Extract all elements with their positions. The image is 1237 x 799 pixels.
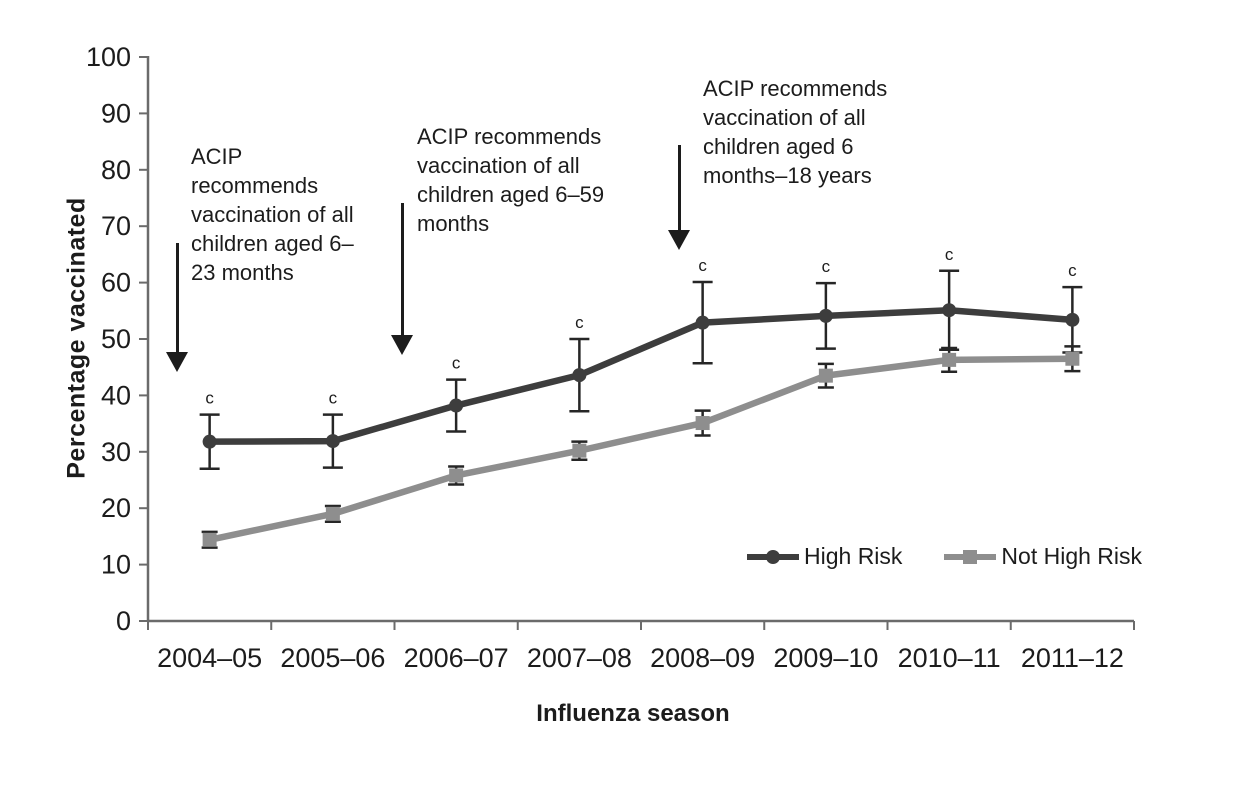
arrow-head-icon	[166, 352, 188, 372]
y-tick-label: 50	[101, 324, 131, 354]
legend-label-high-risk: High Risk	[804, 543, 903, 569]
data-point-high-risk	[818, 308, 833, 323]
arrow-head-icon	[668, 230, 690, 250]
sig-label: c	[945, 245, 954, 264]
data-point-not-high-risk	[202, 532, 217, 547]
data-point-not-high-risk	[1065, 351, 1080, 366]
x-tick-label: 2006–07	[404, 643, 509, 673]
y-tick-label: 60	[101, 268, 131, 298]
data-point-not-high-risk	[325, 506, 340, 521]
x-tick-label: 2007–08	[527, 643, 632, 673]
legend-label-not-high-risk: Not High Risk	[1001, 543, 1143, 569]
sig-label: c	[698, 256, 707, 275]
x-axis-title: Influenza season	[536, 700, 730, 727]
y-tick-label: 10	[101, 550, 131, 580]
sig-label: c	[575, 313, 584, 332]
high-risk-line-circle-marker-icon	[747, 549, 799, 564]
y-tick-label: 0	[116, 606, 131, 636]
data-point-not-high-risk	[695, 416, 710, 431]
arrow-shaft	[678, 145, 681, 231]
y-tick-label: 80	[101, 155, 131, 185]
y-tick-label: 70	[101, 211, 131, 241]
data-point-high-risk	[695, 315, 710, 330]
sig-label: c	[329, 389, 338, 408]
legend-item-not-high-risk: Not High Risk	[942, 543, 1142, 570]
annotation-acip-6-59-months: ACIP recommends vaccination of all child…	[417, 124, 605, 236]
data-point-not-high-risk	[942, 352, 957, 367]
y-tick-label: 20	[101, 493, 131, 523]
data-point-high-risk	[942, 303, 957, 318]
data-point-high-risk	[572, 368, 587, 383]
y-tick-label: 100	[86, 42, 131, 72]
sig-label: c	[1068, 261, 1077, 280]
x-tick-label: 2005–06	[280, 643, 385, 673]
data-point-not-high-risk	[818, 368, 833, 383]
y-tick-label: 90	[101, 98, 131, 128]
legend-item-high-risk: High Risk	[745, 543, 902, 570]
sig-label: c	[452, 354, 461, 373]
x-tick-label: 2009–10	[773, 643, 878, 673]
sig-label: c	[205, 389, 214, 408]
data-point-not-high-risk	[572, 443, 587, 458]
sig-label: c	[822, 257, 831, 276]
arrow-head-icon	[391, 335, 413, 355]
annotation-acip-6mo-18yr: ACIP recommends vaccination of all child…	[703, 76, 888, 188]
annotation-acip-6-23-months: ACIP recommends vaccination of all child…	[191, 144, 354, 285]
data-point-not-high-risk	[449, 468, 464, 483]
y-tick-label: 30	[101, 437, 131, 467]
x-tick-label: 2010–11	[898, 643, 1001, 673]
data-point-high-risk	[325, 434, 340, 449]
y-tick-label: 40	[101, 380, 131, 410]
series-line-not-high-risk	[206, 355, 1076, 544]
data-point-high-risk	[449, 398, 464, 413]
x-tick-label: 2004–05	[157, 643, 262, 673]
data-point-high-risk	[202, 434, 217, 449]
not-high-risk-line-square-marker-icon	[944, 549, 997, 564]
series-line-high-risk	[206, 306, 1076, 445]
y-axis-title: Percentage vaccinated	[62, 197, 91, 479]
x-tick-label: 2008–09	[650, 643, 755, 673]
data-point-high-risk	[1065, 312, 1080, 327]
chart-legend: High Risk Not High Risk	[745, 543, 1142, 570]
arrow-shaft	[176, 243, 179, 353]
x-tick-label: 2011–12	[1021, 643, 1124, 673]
arrow-shaft	[401, 203, 404, 336]
